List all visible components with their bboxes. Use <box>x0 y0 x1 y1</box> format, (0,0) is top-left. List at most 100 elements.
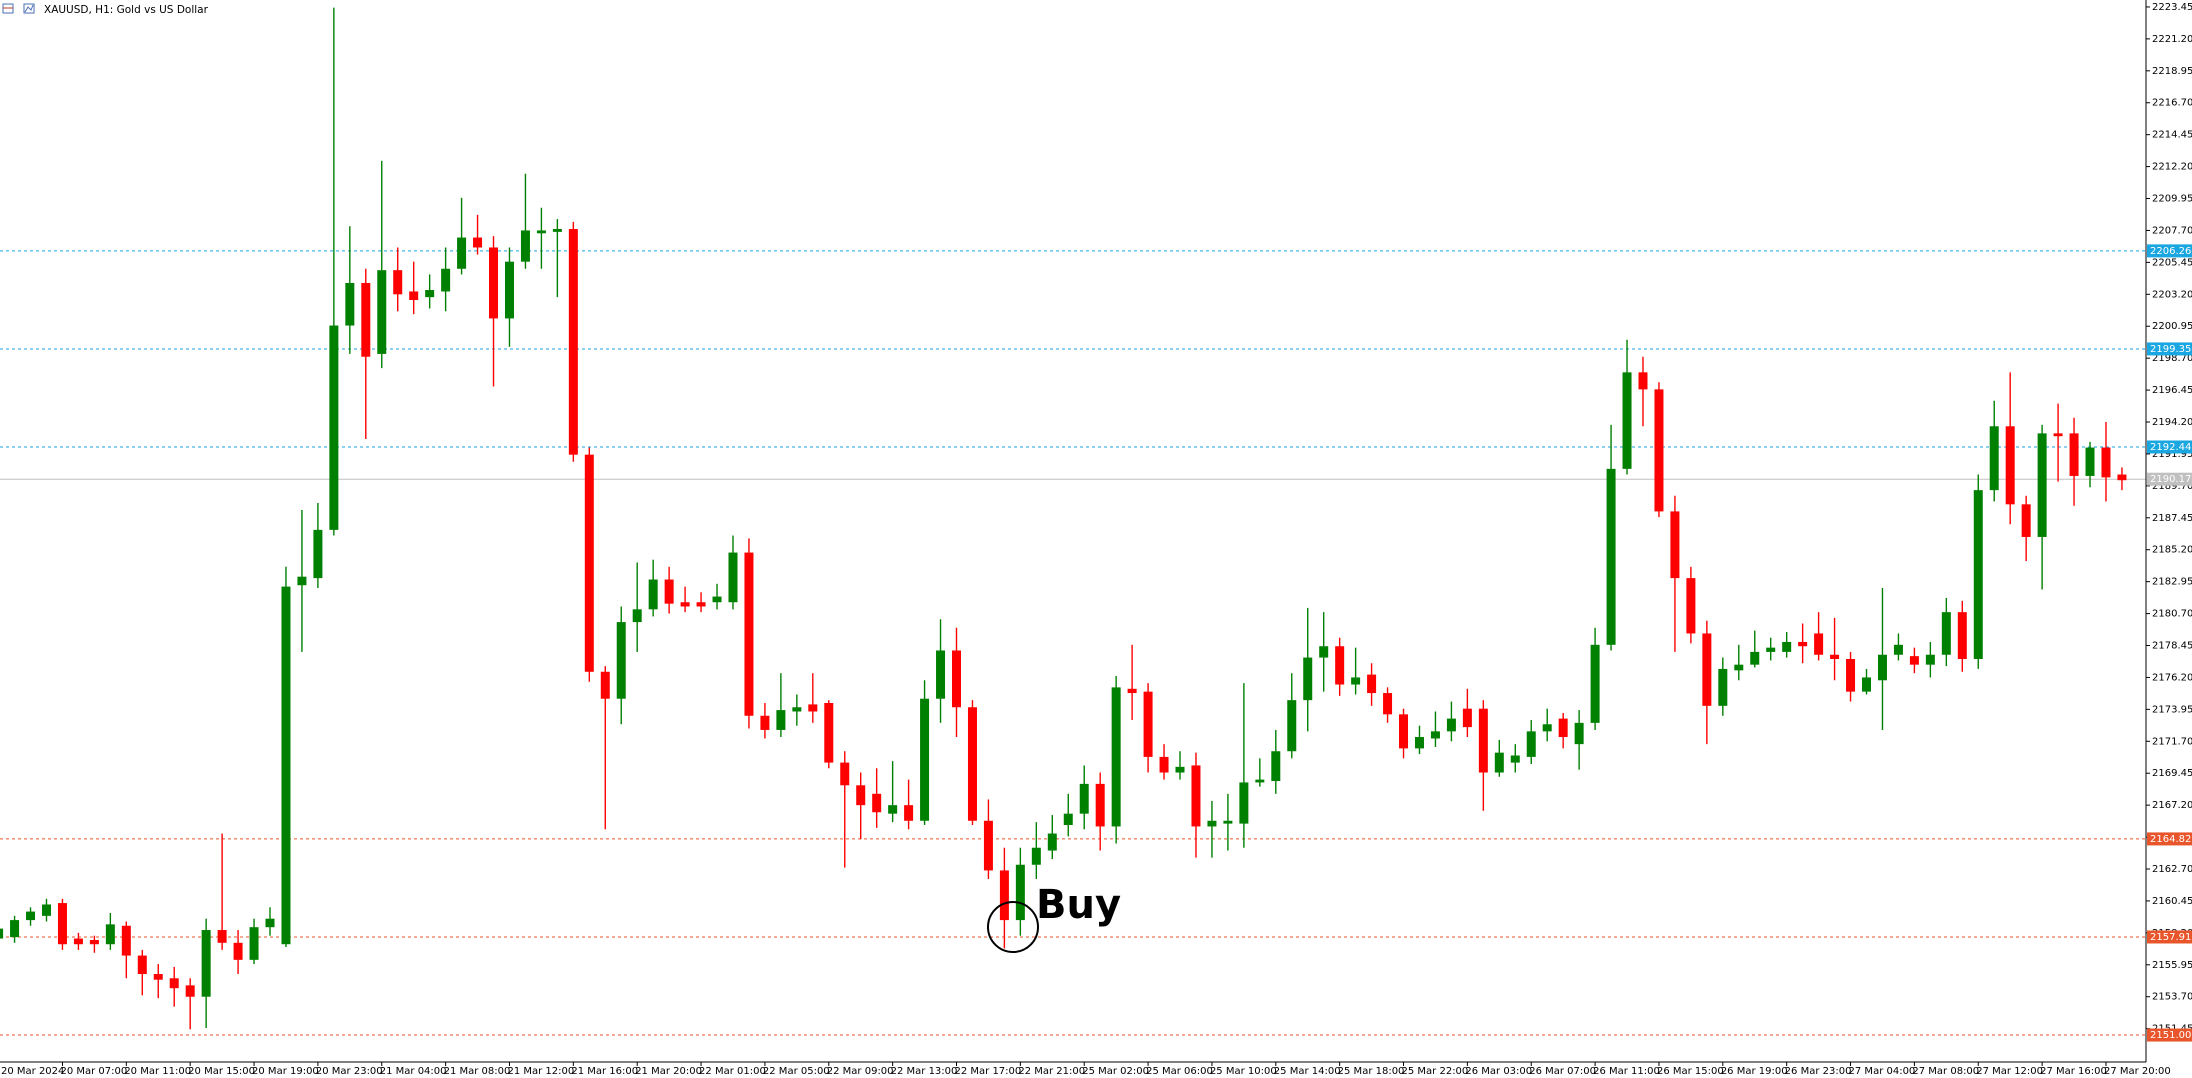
y-tick-label: 2200.95 <box>2152 321 2192 332</box>
x-tick-label: 25 Mar 22:00 <box>1402 1066 1469 1077</box>
candle-body <box>2069 433 2079 476</box>
candle-body <box>121 925 131 956</box>
candle-body <box>1782 641 1792 652</box>
candle-body <box>1430 731 1440 739</box>
level-tag-label: 2190.17 <box>2150 474 2191 485</box>
candle-body <box>1127 688 1137 694</box>
level-tag-label: 2206.26 <box>2150 246 2191 257</box>
x-tick-label: 20 Mar 2024 <box>1 1066 64 1077</box>
x-tick-label: 22 Mar 17:00 <box>955 1066 1022 1077</box>
candle-body <box>2021 504 2031 537</box>
candle-body <box>1558 718 1568 738</box>
x-tick-label: 25 Mar 02:00 <box>1082 1066 1149 1077</box>
candle-body <box>568 229 578 455</box>
candle-body <box>1750 651 1760 665</box>
x-tick-label: 27 Mar 04:00 <box>1849 1066 1916 1077</box>
y-tick-label: 2218.95 <box>2152 66 2192 77</box>
level-tag-label: 2199.35 <box>2150 344 2191 355</box>
candle-body <box>281 586 291 945</box>
candle-body <box>1175 766 1185 773</box>
candle-body <box>1877 654 1887 681</box>
candle-body <box>824 702 834 763</box>
candle-body <box>1319 646 1329 658</box>
candle-body <box>1159 756 1169 773</box>
candle-body <box>904 805 914 821</box>
chart-title: XAUUSD, H1: Gold vs US Dollar <box>44 4 209 16</box>
y-tick-label: 2155.95 <box>2152 960 2192 971</box>
candle-body <box>888 805 898 814</box>
candle-body <box>664 579 674 604</box>
candle-body <box>0 928 4 939</box>
candle-body <box>185 985 195 997</box>
x-tick-label: 22 Mar 01:00 <box>699 1066 766 1077</box>
candle-body <box>520 230 530 262</box>
candle-body <box>1446 718 1456 732</box>
candle-body <box>393 270 403 295</box>
candle-body <box>457 237 467 269</box>
x-tick-label: 26 Mar 23:00 <box>1785 1066 1852 1077</box>
y-tick-label: 2167.20 <box>2152 800 2192 811</box>
buy-annotation: Buy <box>987 882 1121 953</box>
candle-body <box>536 230 546 234</box>
candle-body <box>808 704 818 712</box>
candle-body <box>1702 633 1712 706</box>
y-tick-label: 2194.20 <box>2152 417 2192 428</box>
candle-body <box>1143 691 1153 757</box>
candle-body <box>169 978 179 989</box>
candle-body <box>1574 722 1584 745</box>
x-tick-label: 27 Mar 20:00 <box>2104 1066 2171 1077</box>
candle-body <box>1287 700 1297 752</box>
x-tick-label: 21 Mar 20:00 <box>635 1066 702 1077</box>
x-tick-label: 20 Mar 07:00 <box>60 1066 127 1077</box>
x-tick-label: 27 Mar 12:00 <box>1976 1066 2043 1077</box>
candle-body <box>1542 724 1552 732</box>
candle-body <box>1079 783 1089 814</box>
candle-body <box>696 602 706 607</box>
annotation-text: Buy <box>1036 882 1121 928</box>
x-tick-label: 22 Mar 21:00 <box>1018 1066 1085 1077</box>
candle-body <box>249 927 259 960</box>
candle-body <box>1095 783 1105 827</box>
candle-body <box>57 903 67 945</box>
candle-body <box>1925 654 1935 665</box>
candle-body <box>313 529 323 579</box>
level-tag <box>2147 472 2192 486</box>
candle-body <box>1686 578 1696 634</box>
x-tick-label: 20 Mar 15:00 <box>188 1066 255 1077</box>
level-tag <box>2147 1028 2192 1042</box>
candle-body <box>1031 847 1041 865</box>
y-tick-label: 2191.95 <box>2152 449 2192 460</box>
candle-body <box>648 579 658 610</box>
x-tick-label: 27 Mar 16:00 <box>2040 1066 2107 1077</box>
candle-body <box>1830 654 1840 659</box>
y-tick-label: 2214.45 <box>2152 130 2192 141</box>
y-tick-label: 2169.45 <box>2152 768 2192 779</box>
candle-body <box>728 552 738 603</box>
x-tick-label: 21 Mar 08:00 <box>444 1066 511 1077</box>
x-tick-label: 26 Mar 19:00 <box>1721 1066 1788 1077</box>
candle-body <box>1718 668 1728 706</box>
candle-body <box>26 911 36 921</box>
level-tag <box>2147 342 2192 356</box>
candle-body <box>1893 644 1903 655</box>
x-tick-label: 27 Mar 08:00 <box>1912 1066 1979 1077</box>
candle-body <box>473 237 483 248</box>
candle-body <box>856 785 866 806</box>
level-tag <box>2147 440 2192 454</box>
y-tick-label: 2223.45 <box>2152 2 2192 13</box>
candle-body <box>1383 693 1393 715</box>
candle-body <box>329 325 339 530</box>
candle-body <box>1590 644 1600 723</box>
candle-body <box>760 715 770 730</box>
candle-body <box>201 930 211 997</box>
candle-body <box>1654 389 1664 512</box>
candle-body <box>936 650 946 699</box>
candle-body <box>233 942 243 960</box>
level-tag-label: 2157.91 <box>2150 932 2191 943</box>
candle-body <box>2101 447 2111 478</box>
x-tick-label: 20 Mar 11:00 <box>124 1066 191 1077</box>
candle-body <box>1957 612 1967 659</box>
candle-body <box>10 920 20 938</box>
